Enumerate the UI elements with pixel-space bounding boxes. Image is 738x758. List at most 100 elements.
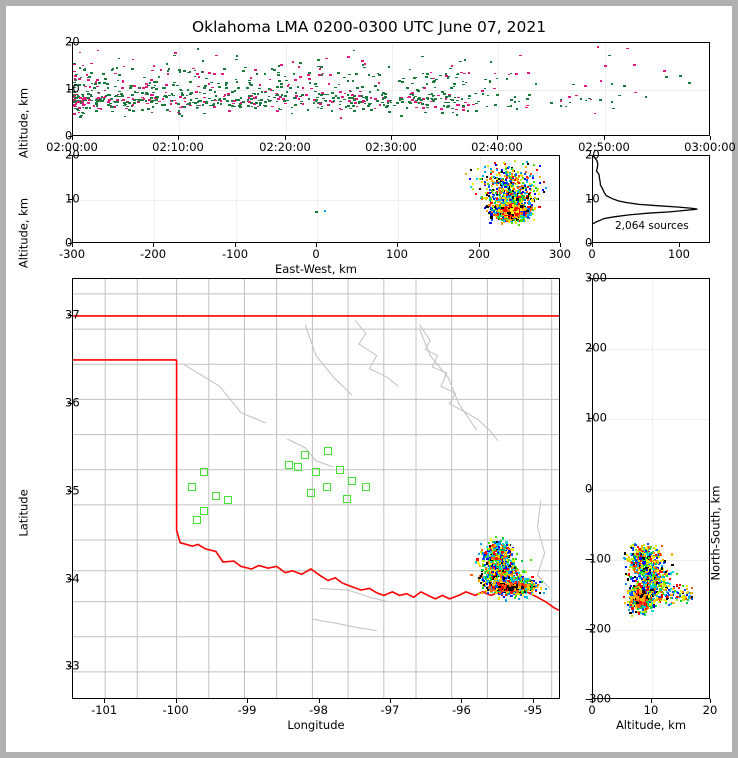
source-point: [501, 211, 505, 214]
source-point: [514, 160, 516, 163]
source-point: [226, 99, 229, 102]
source-point: [81, 64, 85, 67]
source-point: [238, 106, 242, 108]
source-point: [512, 179, 515, 182]
source-point: [493, 197, 496, 200]
source-point: [505, 170, 508, 173]
source-point: [505, 203, 508, 206]
source-point: [486, 94, 490, 97]
source-point: [357, 102, 361, 105]
source-point: [102, 73, 106, 75]
source-point: [519, 208, 523, 211]
source-point: [499, 170, 502, 173]
source-point: [189, 81, 192, 83]
source-point: [183, 105, 186, 108]
source-point: [494, 201, 497, 204]
source-point: [353, 110, 357, 112]
source-point: [106, 104, 110, 106]
source-point: [137, 101, 140, 104]
source-point: [511, 175, 514, 178]
source-point: [507, 216, 510, 219]
source-point: [341, 96, 345, 98]
source-point: [496, 164, 499, 167]
source-point: [145, 83, 149, 85]
source-point: [537, 193, 540, 196]
source-point: [508, 180, 511, 183]
source-point: [141, 92, 145, 94]
source-point: [276, 109, 279, 112]
source-point: [111, 110, 114, 113]
source-point: [308, 72, 311, 74]
source-point: [507, 561, 510, 564]
source-point: [521, 181, 524, 184]
source-point: [246, 99, 250, 101]
source-point: [498, 597, 501, 600]
source-point: [169, 103, 173, 105]
source-point: [218, 86, 221, 88]
source-point: [250, 98, 254, 100]
source-point: [514, 183, 517, 186]
source-point: [499, 574, 503, 577]
source-point: [517, 207, 521, 211]
source-point: [524, 571, 528, 574]
source-point: [520, 577, 523, 580]
source-point: [497, 216, 500, 219]
source-point: [271, 105, 274, 108]
source-point: [474, 92, 477, 95]
source-point: [242, 101, 245, 104]
source-point: [168, 110, 172, 113]
source-point: [498, 547, 501, 550]
source-point: [488, 586, 492, 589]
source-point: [145, 91, 148, 94]
source-point: [426, 106, 429, 109]
source-point: [505, 572, 508, 575]
source-point: [484, 198, 487, 201]
source-point: [538, 175, 541, 178]
source-point: [509, 181, 512, 184]
source-point: [269, 99, 273, 102]
source-point: [530, 206, 533, 209]
source-point: [526, 194, 529, 197]
source-point: [166, 69, 170, 72]
source-point: [103, 96, 107, 98]
source-point: [491, 541, 494, 544]
source-point: [489, 207, 492, 210]
source-point: [679, 74, 682, 77]
source-point: [523, 211, 526, 214]
axis-tick: [68, 136, 72, 137]
source-point: [96, 85, 99, 88]
source-point: [74, 100, 78, 102]
source-point: [486, 183, 489, 186]
source-point: [96, 99, 99, 102]
source-point: [254, 107, 258, 109]
source-point: [510, 207, 513, 211]
source-point: [321, 72, 325, 75]
source-point: [211, 99, 214, 102]
source-point: [90, 72, 93, 75]
source-point: [486, 545, 489, 548]
source-point: [534, 196, 537, 199]
source-point: [514, 215, 518, 219]
source-point: [531, 586, 534, 589]
source-point: [318, 74, 321, 76]
source-point: [496, 168, 499, 171]
axis-tick: [68, 89, 72, 90]
source-point: [507, 192, 510, 195]
source-point: [111, 105, 114, 108]
source-point: [448, 94, 451, 96]
source-point: [500, 192, 503, 195]
source-point: [116, 101, 120, 103]
source-point: [120, 95, 123, 98]
source-point: [506, 176, 509, 179]
source-point: [486, 209, 489, 212]
source-point: [280, 83, 283, 85]
source-point: [73, 96, 76, 98]
source-point: [504, 211, 507, 215]
source-point: [502, 542, 505, 545]
source-point: [486, 577, 490, 581]
source-point: [290, 112, 294, 115]
source-point: [584, 85, 588, 87]
source-point: [422, 107, 425, 109]
source-point: [527, 199, 531, 203]
source-point: [317, 59, 320, 61]
